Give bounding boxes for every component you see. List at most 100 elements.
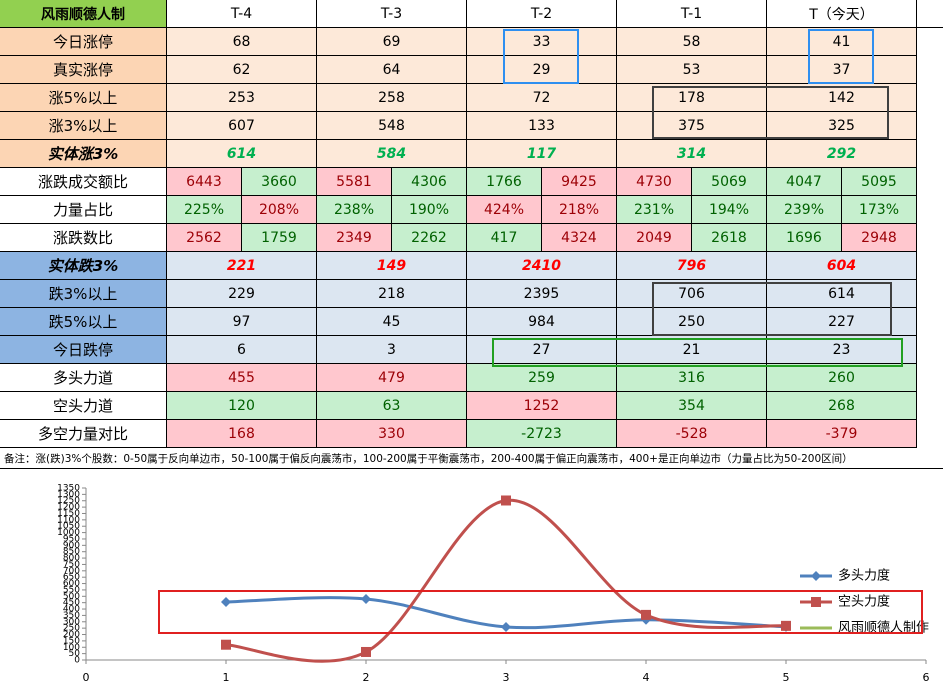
cell: 120	[167, 392, 317, 420]
cell: 4730	[617, 168, 692, 196]
cell: 604	[767, 252, 917, 280]
cell: 53	[617, 56, 767, 84]
cell: 221	[167, 252, 317, 280]
cell: 6	[167, 336, 317, 364]
cell: 260	[767, 364, 917, 392]
y-tick-label: 550	[63, 585, 80, 595]
marker	[361, 646, 371, 657]
marker	[501, 622, 511, 633]
legend-marker	[811, 597, 821, 607]
highlight-box	[503, 29, 579, 84]
cell: 584	[317, 140, 467, 168]
cell: 194%	[692, 196, 767, 224]
x-tick-label: 4	[643, 671, 650, 684]
cell: 253	[167, 84, 317, 112]
cell: 239%	[767, 196, 842, 224]
y-tick-label: 1100	[57, 515, 80, 525]
cell: 2618	[692, 224, 767, 252]
cell: -379	[767, 420, 917, 448]
cell: 292	[767, 140, 917, 168]
cell: 149	[317, 252, 467, 280]
legend-marker	[811, 571, 821, 581]
row-label: 实体跌3%	[0, 252, 167, 280]
cell: 69	[317, 28, 467, 56]
y-tick-label: 600	[63, 579, 80, 589]
row-label: 多头力道	[0, 364, 167, 392]
y-tick-label: 800	[63, 554, 80, 564]
x-tick-label: 2	[363, 671, 370, 684]
y-tick-label: 100	[63, 643, 80, 653]
cell: 231%	[617, 196, 692, 224]
cell: 68	[167, 28, 317, 56]
legend-label: 风雨顺德人制作	[838, 621, 929, 636]
x-tick-label: 1	[223, 671, 230, 684]
cell: 548	[317, 112, 467, 140]
spacer: 风雨顺德人制	[917, 0, 943, 28]
cell: 3	[317, 336, 467, 364]
cell: 225%	[167, 196, 242, 224]
cell: 190%	[392, 196, 467, 224]
chart: 0501001502002503003504004505005506006507…	[57, 484, 929, 685]
cell: 173%	[842, 196, 917, 224]
y-tick-label: 250	[63, 624, 80, 634]
cell: 64	[317, 56, 467, 84]
cell: -2723	[467, 420, 617, 448]
marker	[641, 609, 651, 620]
cell: 268	[767, 392, 917, 420]
y-tick-label: 1000	[57, 528, 80, 538]
cell: 142	[767, 84, 917, 112]
legend-label: 空头力度	[838, 594, 890, 610]
marker	[221, 639, 231, 650]
y-tick-label: 300	[63, 617, 80, 627]
cell: 238%	[317, 196, 392, 224]
cell: 2948	[842, 224, 917, 252]
cell: 614	[767, 280, 917, 308]
cell: 97	[167, 308, 317, 336]
x-tick-label: 5	[783, 671, 790, 684]
cell: 4306	[392, 168, 467, 196]
cell: 5095	[842, 168, 917, 196]
row-label: 空头力道	[0, 392, 167, 420]
cell: 33	[467, 28, 617, 56]
cell: 250	[617, 308, 767, 336]
cell: 178	[617, 84, 767, 112]
header-cell: 风雨顺德人制	[0, 0, 167, 28]
row-label: 跌3%以上	[0, 280, 167, 308]
cell: 208%	[242, 196, 317, 224]
cell: 2395	[467, 280, 617, 308]
cell: 984	[467, 308, 617, 336]
row-label: 跌5%以上	[0, 308, 167, 336]
cell: 796	[617, 252, 767, 280]
y-tick-label: 350	[63, 611, 80, 621]
cell: 3660	[242, 168, 317, 196]
header-cell: T-3	[317, 0, 467, 28]
cell: 62	[167, 56, 317, 84]
cell: 4324	[542, 224, 617, 252]
row-label: 实体涨3%	[0, 140, 167, 168]
cell: 607	[167, 112, 317, 140]
row-label: 涨跌成交额比	[0, 168, 167, 196]
y-tick-label: 900	[63, 541, 80, 551]
cell: 4047	[767, 168, 842, 196]
header-cell: T-2	[467, 0, 617, 28]
highlight-box	[652, 86, 889, 139]
cell: 2349	[317, 224, 392, 252]
cell: 417	[467, 224, 542, 252]
y-tick-label: 1150	[57, 509, 80, 519]
highlight-box	[808, 29, 874, 84]
cell: 72	[467, 84, 617, 112]
cell: 58	[617, 28, 767, 56]
cell: 63	[317, 392, 467, 420]
cell: 375	[617, 112, 767, 140]
cell: 314	[617, 140, 767, 168]
header-cell: T-1	[617, 0, 767, 28]
legend-label: 多头力度	[838, 568, 890, 584]
row-label: 涨3%以上	[0, 112, 167, 140]
cell: 1696	[767, 224, 842, 252]
row-label: 真实涨停	[0, 56, 167, 84]
cell: 168	[167, 420, 317, 448]
cell: 2049	[617, 224, 692, 252]
y-tick-label: 150	[63, 636, 80, 646]
y-tick-label: 500	[63, 592, 80, 602]
y-tick-label: 400	[63, 605, 80, 615]
